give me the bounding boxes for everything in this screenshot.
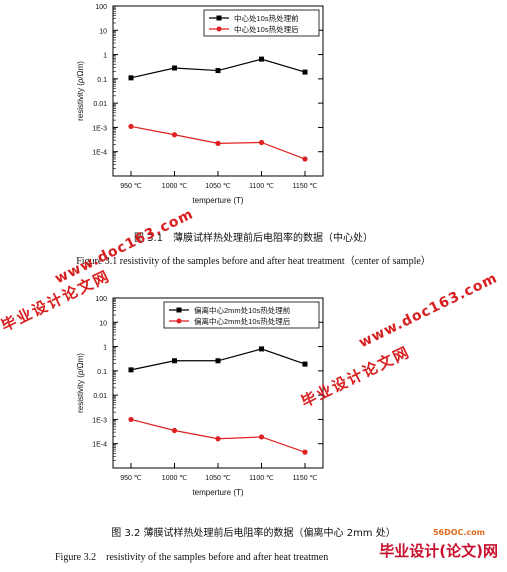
- legend-label: 偏离中心2mm处10s热处理后: [194, 316, 291, 326]
- legend-label: 中心处10s热处理前: [234, 13, 299, 23]
- chart-center-svg: 100 10 1 0.1 0.01 1E-3 1E-4 950 ℃ 1000 ℃ 1050 ℃ 11…: [76, 4, 324, 205]
- y-tick-label: 0.1: [97, 369, 107, 376]
- data-point-circle: [258, 139, 265, 146]
- y-tick-label: 100: [95, 296, 107, 303]
- legend-swatch-marker: [176, 307, 182, 313]
- y-tick-label: 10: [99, 320, 107, 327]
- x-tick-label: 1150 ℃: [293, 183, 318, 190]
- x-axis-label: temperture (T): [192, 196, 243, 205]
- data-point-circle: [302, 449, 308, 455]
- x-tick-label: 950 ℃: [120, 475, 142, 482]
- data-point-circle: [258, 434, 265, 440]
- logo-56doc: 56DOC.com: [432, 528, 485, 537]
- data-point-circle: [171, 132, 178, 138]
- series-line-1: [130, 418, 306, 453]
- x-tick-label: 1050 ℃: [205, 475, 231, 482]
- data-point-square: [128, 367, 134, 373]
- x-tick-label: 1000 ℃: [162, 475, 188, 482]
- x-tick-label: 1000 ℃: [162, 183, 188, 190]
- data-point-circle: [171, 427, 178, 434]
- y-tick-label: 1E-3: [92, 125, 107, 132]
- caption-cn-2: 图 3.2 薄膜试样热处理前后电阻率的数据（偏离中心 2mm 处）: [111, 528, 396, 539]
- y-axis-label: resistivity (ρ/Ωm): [76, 353, 85, 413]
- legend-swatch-marker: [216, 26, 222, 32]
- data-point-square: [215, 68, 221, 74]
- caption-en-1: Figure 3.1 resistivity of the samples be…: [76, 256, 431, 267]
- legend-label: 中心处10s热处理后: [234, 24, 299, 34]
- data-point-square: [302, 361, 308, 367]
- data-point-square: [215, 358, 221, 364]
- data-point-circle: [215, 436, 221, 442]
- legend-box: [163, 301, 320, 329]
- data-point-square: [172, 358, 177, 364]
- legend-swatch-marker: [176, 318, 182, 324]
- y-axis-label: resistivity (ρ/Ωm): [76, 61, 85, 121]
- x-tick-label: 1150 ℃: [293, 475, 318, 482]
- y-tick-label: 10: [99, 28, 107, 35]
- chart-offset: 100 10 1 0.1 0.01 1E-3 1E-4 950 ℃ 1000 ℃ 1050 ℃ 11…: [0, 292, 507, 511]
- y-tick-label: 1E-4: [92, 150, 107, 157]
- caption-cn-1: 图 3.1 薄膜试样热处理前后电阻率的数据（中心处）: [133, 233, 374, 244]
- data-point-circle: [128, 416, 134, 423]
- data-point-circle: [302, 156, 308, 162]
- legend-label: 偏离中心2mm处10s热处理前: [194, 305, 291, 315]
- y-tick-label: 0.01: [93, 101, 107, 108]
- x-tick-label: 1100 ℃: [249, 183, 274, 190]
- data-point-square: [128, 75, 134, 81]
- y-tick-label: 1E-3: [92, 417, 107, 424]
- x-tick-label: 1050 ℃: [205, 183, 231, 190]
- chart-center: 100 10 1 0.1 0.01 1E-3 1E-4 950 ℃ 1000 ℃ 1050 ℃ 11…: [0, 0, 507, 219]
- y-tick-label: 0.01: [93, 393, 107, 400]
- y-tick-label: 1: [103, 345, 107, 352]
- x-axis-label: temperture (T): [192, 488, 243, 497]
- x-tick-label: 1100 ℃: [249, 475, 274, 482]
- data-point-circle: [128, 123, 134, 130]
- legend-swatch-marker: [216, 15, 222, 21]
- logo-bysj: 毕业设计(论文)网: [376, 540, 501, 561]
- chart-offset-svg: 100 10 1 0.1 0.01 1E-3 1E-4 950 ℃ 1000 ℃ 1050 ℃ 11…: [76, 296, 324, 497]
- x-tick-label: 950 ℃: [120, 183, 142, 190]
- data-point-square: [259, 56, 264, 62]
- y-tick-label: 1: [103, 53, 107, 60]
- caption-en-2: Figure 3.2 resistivity of the samples be…: [55, 552, 329, 563]
- data-point-square: [259, 346, 264, 352]
- legend-box: [203, 9, 320, 37]
- data-point-square: [302, 69, 308, 75]
- data-point-square: [172, 65, 177, 71]
- y-tick-label: 0.1: [97, 77, 107, 84]
- data-point-circle: [215, 140, 221, 146]
- y-tick-label: 100: [95, 4, 107, 11]
- y-tick-label: 1E-4: [92, 442, 107, 449]
